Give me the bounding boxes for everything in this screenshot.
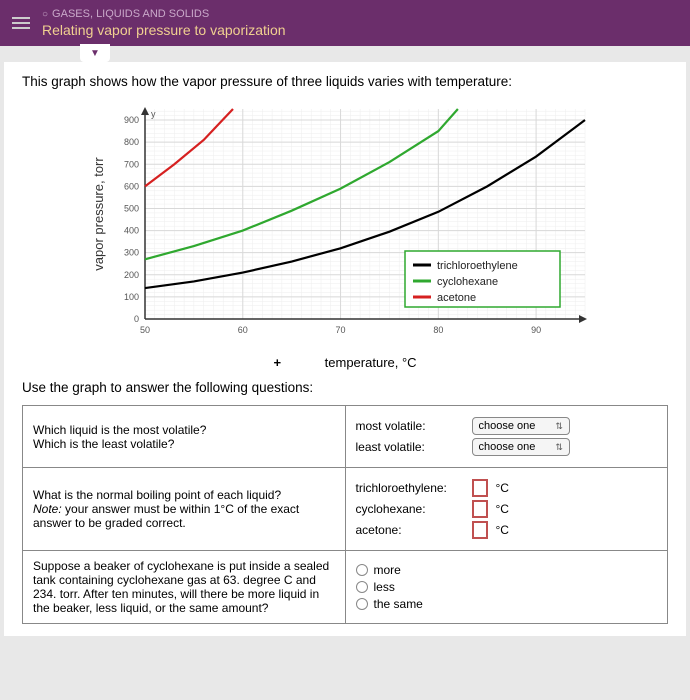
svg-text:400: 400: [124, 226, 139, 236]
intro-text: This graph shows how the vapor pressure …: [22, 74, 668, 89]
table-row: Suppose a beaker of cyclohexane is put i…: [23, 551, 668, 624]
q3-answer: more less the same: [345, 551, 668, 624]
acetone-input[interactable]: [472, 521, 488, 539]
svg-text:cyclohexane: cyclohexane: [437, 276, 498, 288]
table-row: What is the normal boiling point of each…: [23, 468, 668, 551]
plus-icon: +: [273, 355, 281, 370]
q1-line1: Which liquid is the most volatile?: [33, 423, 335, 437]
table-row: Which liquid is the most volatile? Which…: [23, 406, 668, 468]
svg-text:900: 900: [124, 115, 139, 125]
chevron-down-icon: ▼: [90, 48, 100, 59]
radio-more[interactable]: [356, 564, 368, 576]
unit-label: °C: [496, 502, 509, 516]
svg-text:vapor pressure, torr: vapor pressure, torr: [91, 157, 106, 271]
svg-text:60: 60: [238, 325, 248, 335]
header-text: GASES, LIQUIDS AND SOLIDS Relating vapor…: [42, 8, 286, 38]
cyclohexane-label: cyclohexane:: [356, 502, 466, 516]
dropdown-tab[interactable]: ▼: [80, 44, 110, 62]
q3-question: Suppose a beaker of cyclohexane is put i…: [23, 551, 346, 624]
svg-text:100: 100: [124, 292, 139, 302]
opt-same: the same: [374, 597, 423, 611]
radio-same[interactable]: [356, 598, 368, 610]
q2-line1: What is the normal boiling point of each…: [33, 488, 335, 502]
svg-text:600: 600: [124, 181, 139, 191]
content-area: This graph shows how the vapor pressure …: [4, 62, 686, 636]
unit-label: °C: [496, 523, 509, 537]
least-volatile-label: least volatile:: [356, 440, 466, 454]
q1-line2: Which is the least volatile?: [33, 437, 335, 451]
svg-text:50: 50: [140, 325, 150, 335]
radio-less[interactable]: [356, 581, 368, 593]
unit-label: °C: [496, 481, 509, 495]
vapor-pressure-chart: 50607080900100200300400500600700800900yv…: [85, 99, 605, 349]
tce-label: trichloroethylene:: [356, 481, 466, 495]
svg-text:800: 800: [124, 137, 139, 147]
most-volatile-label: most volatile:: [356, 419, 466, 433]
svg-text:200: 200: [124, 270, 139, 280]
q1-answer: most volatile: choose one least volatile…: [345, 406, 668, 468]
svg-text:80: 80: [433, 325, 443, 335]
header-bar: GASES, LIQUIDS AND SOLIDS Relating vapor…: [0, 0, 690, 46]
most-volatile-select[interactable]: choose one: [472, 417, 570, 435]
tce-input[interactable]: [472, 479, 488, 497]
x-axis-label-row: + temperature, °C: [22, 355, 668, 370]
q1-question: Which liquid is the most volatile? Which…: [23, 406, 346, 468]
chart-container: 50607080900100200300400500600700800900yv…: [22, 99, 668, 349]
page-title: Relating vapor pressure to vaporization: [42, 22, 286, 38]
q2-note: Note: your answer must be within 1°C of …: [33, 502, 335, 530]
opt-more: more: [374, 563, 401, 577]
svg-text:70: 70: [336, 325, 346, 335]
q2-question: What is the normal boiling point of each…: [23, 468, 346, 551]
least-volatile-select[interactable]: choose one: [472, 438, 570, 456]
breadcrumb: GASES, LIQUIDS AND SOLIDS: [42, 8, 286, 20]
svg-text:300: 300: [124, 248, 139, 258]
svg-text:0: 0: [134, 314, 139, 324]
acetone-label: acetone:: [356, 523, 466, 537]
svg-text:90: 90: [531, 325, 541, 335]
svg-text:y: y: [151, 109, 156, 119]
questions-table: Which liquid is the most volatile? Which…: [22, 405, 668, 624]
svg-text:acetone: acetone: [437, 292, 476, 304]
cyclohexane-input[interactable]: [472, 500, 488, 518]
svg-text:500: 500: [124, 203, 139, 213]
svg-text:700: 700: [124, 159, 139, 169]
x-axis-label: temperature, °C: [325, 355, 417, 370]
menu-icon[interactable]: [12, 17, 30, 29]
subhead-text: Use the graph to answer the following qu…: [22, 380, 668, 395]
svg-text:trichloroethylene: trichloroethylene: [437, 260, 518, 272]
q2-answer: trichloroethylene: °C cyclohexane: °C ac…: [345, 468, 668, 551]
opt-less: less: [374, 580, 395, 594]
